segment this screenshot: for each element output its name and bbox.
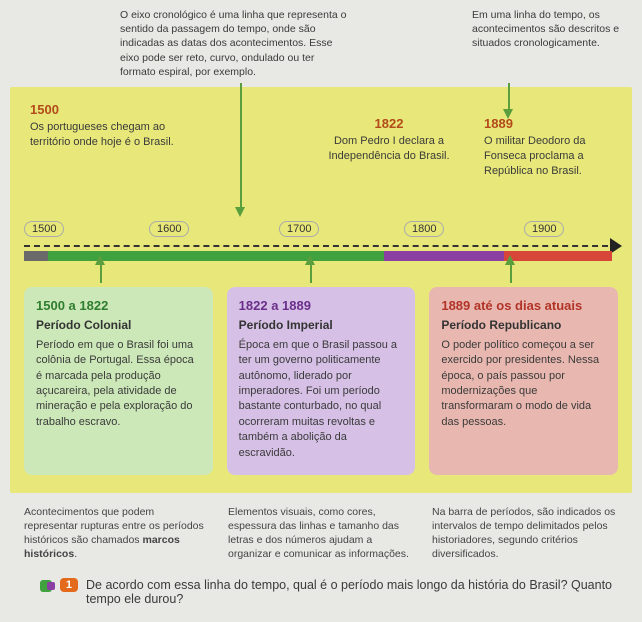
- bottom-notes: Acontecimentos que podem representar rup…: [0, 501, 642, 572]
- timeline-diagram: 1500 Os portugueses chegam ao território…: [10, 87, 632, 493]
- card-title: Período Republicano: [441, 317, 606, 334]
- axis-ticks: 1500 1600 1700 1800 1900: [24, 221, 618, 239]
- card-colonial: 1500 a 1822 Período Colonial Período em …: [24, 287, 213, 475]
- card-range: 1822 a 1889: [239, 297, 404, 315]
- question-row: 1 De acordo com essa linha do tempo, qua…: [0, 572, 642, 622]
- note-axis: O eixo cronológico é uma linha que repre…: [120, 8, 350, 79]
- arrow-up-icon: [505, 255, 515, 265]
- tick-1900: 1900: [524, 221, 564, 237]
- question-number: 1: [60, 578, 78, 592]
- card-imperial: 1822 a 1889 Período Imperial Época em qu…: [227, 287, 416, 475]
- card-text: O poder político começou a ser exercido …: [441, 338, 606, 430]
- card-text: Período em que o Brasil foi uma colônia …: [36, 338, 201, 430]
- card-text: Época em que o Brasil passou a ter um go…: [239, 338, 404, 461]
- events-row: 1500 Os portugueses chegam ao território…: [24, 101, 618, 221]
- axis-line: [24, 245, 618, 247]
- event-text: Os portugueses chegam ao território onde…: [30, 120, 180, 150]
- event-text: Dom Pedro I declara a Independência do B…: [314, 134, 464, 164]
- card-republic: 1889 até os dias atuais Período Republic…: [429, 287, 618, 475]
- speech-bubble-icon: [40, 580, 52, 592]
- period-bar-pre: [24, 251, 48, 261]
- arrow-up-icon: [95, 255, 105, 265]
- note-marcos: Acontecimentos que podem representar rup…: [24, 505, 210, 562]
- card-range: 1500 a 1822: [36, 297, 201, 315]
- tick-1600: 1600: [149, 221, 189, 237]
- card-range: 1889 até os dias atuais: [441, 297, 606, 315]
- event-1889: 1889 O militar Deodoro da Fonseca procla…: [484, 115, 624, 179]
- card-title: Período Colonial: [36, 317, 201, 334]
- card-title: Período Imperial: [239, 317, 404, 334]
- card-pointer: [510, 263, 512, 283]
- note-text: .: [74, 548, 77, 560]
- event-text: O militar Deodoro da Fonseca proclama a …: [484, 134, 624, 179]
- event-year: 1500: [30, 101, 180, 119]
- timeline-axis: [24, 245, 618, 265]
- event-1822: 1822 Dom Pedro I declara a Independência…: [314, 115, 464, 164]
- event-year: 1889: [484, 115, 624, 133]
- note-events: Em uma linha do tempo, os acontecimentos…: [472, 8, 622, 79]
- period-cards: 1500 a 1822 Período Colonial Período em …: [24, 287, 618, 475]
- top-notes: O eixo cronológico é uma linha que repre…: [0, 0, 642, 83]
- event-1500: 1500 Os portugueses chegam ao território…: [30, 101, 180, 150]
- question-text: De acordo com essa linha do tempo, qual …: [86, 578, 618, 606]
- tick-1500: 1500: [24, 221, 64, 237]
- period-bar-imperial: [384, 251, 504, 261]
- period-bar-republic: [504, 251, 612, 261]
- tick-1700: 1700: [279, 221, 319, 237]
- arrow-up-icon: [305, 255, 315, 265]
- event-year: 1822: [314, 115, 464, 133]
- card-pointer: [310, 263, 312, 283]
- note-visuals: Elementos visuais, como cores, espessura…: [228, 505, 414, 562]
- note-bars: Na barra de períodos, são indicados os i…: [432, 505, 618, 562]
- card-pointer: [100, 263, 102, 283]
- tick-1800: 1800: [404, 221, 444, 237]
